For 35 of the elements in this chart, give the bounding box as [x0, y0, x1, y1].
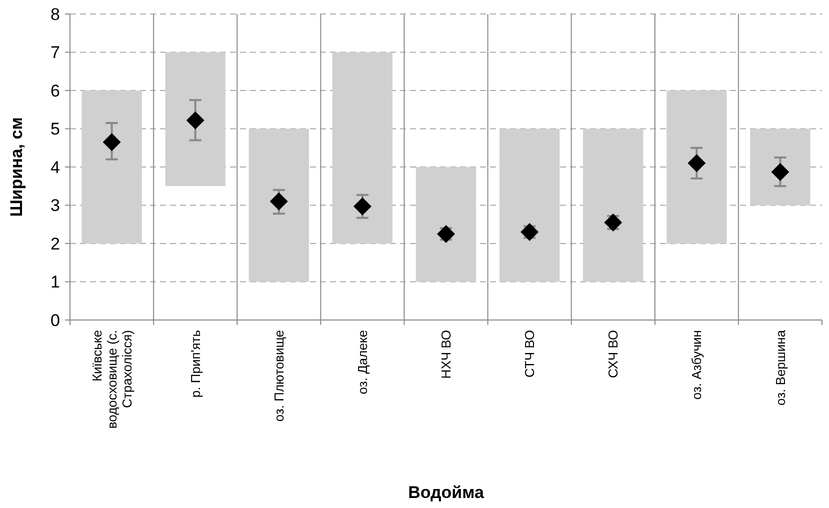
point [186, 111, 204, 130]
y-tick-label: 0 [50, 310, 60, 330]
x-tick-label: НХЧ ВО [438, 330, 454, 379]
bar [499, 128, 560, 282]
y-tick-label: 2 [50, 234, 60, 254]
bar [82, 90, 142, 244]
point [688, 154, 706, 172]
bar [416, 167, 476, 282]
point [102, 133, 121, 152]
x-tick-label: оз. Далеке [354, 330, 370, 394]
y-tick-label: 4 [50, 158, 60, 177]
y-axis-title: Ширина, см [7, 117, 26, 217]
point [353, 197, 372, 216]
bar [165, 52, 226, 186]
y-tick-label: 5 [50, 120, 60, 139]
y-tick-label: 7 [50, 43, 60, 62]
x-tick-label: оз. Азбучин [689, 330, 704, 400]
bar [583, 128, 644, 282]
x-tick-label: Київське водосховище (с. Страхолісся) [89, 330, 134, 429]
bar [332, 52, 393, 244]
x-tick-label: СХЧ ВО [606, 330, 621, 378]
bar [750, 128, 810, 206]
point [771, 162, 790, 181]
bar [666, 90, 727, 244]
y-tick-label: 8 [50, 4, 60, 24]
y-tick-label: 1 [50, 272, 60, 292]
point [270, 192, 288, 210]
x-axis-title: Водойма [408, 483, 484, 502]
y-tick-label: 3 [50, 196, 60, 216]
x-tick-label: оз. Вершина [772, 329, 788, 406]
y-tick-label: 6 [50, 81, 60, 100]
x-tick-label: р. Прип'ять [188, 330, 203, 398]
bar [248, 128, 309, 282]
x-tick-label: СТЧ ВО [522, 330, 538, 378]
x-tick-label: оз. Плютовище [271, 330, 286, 422]
